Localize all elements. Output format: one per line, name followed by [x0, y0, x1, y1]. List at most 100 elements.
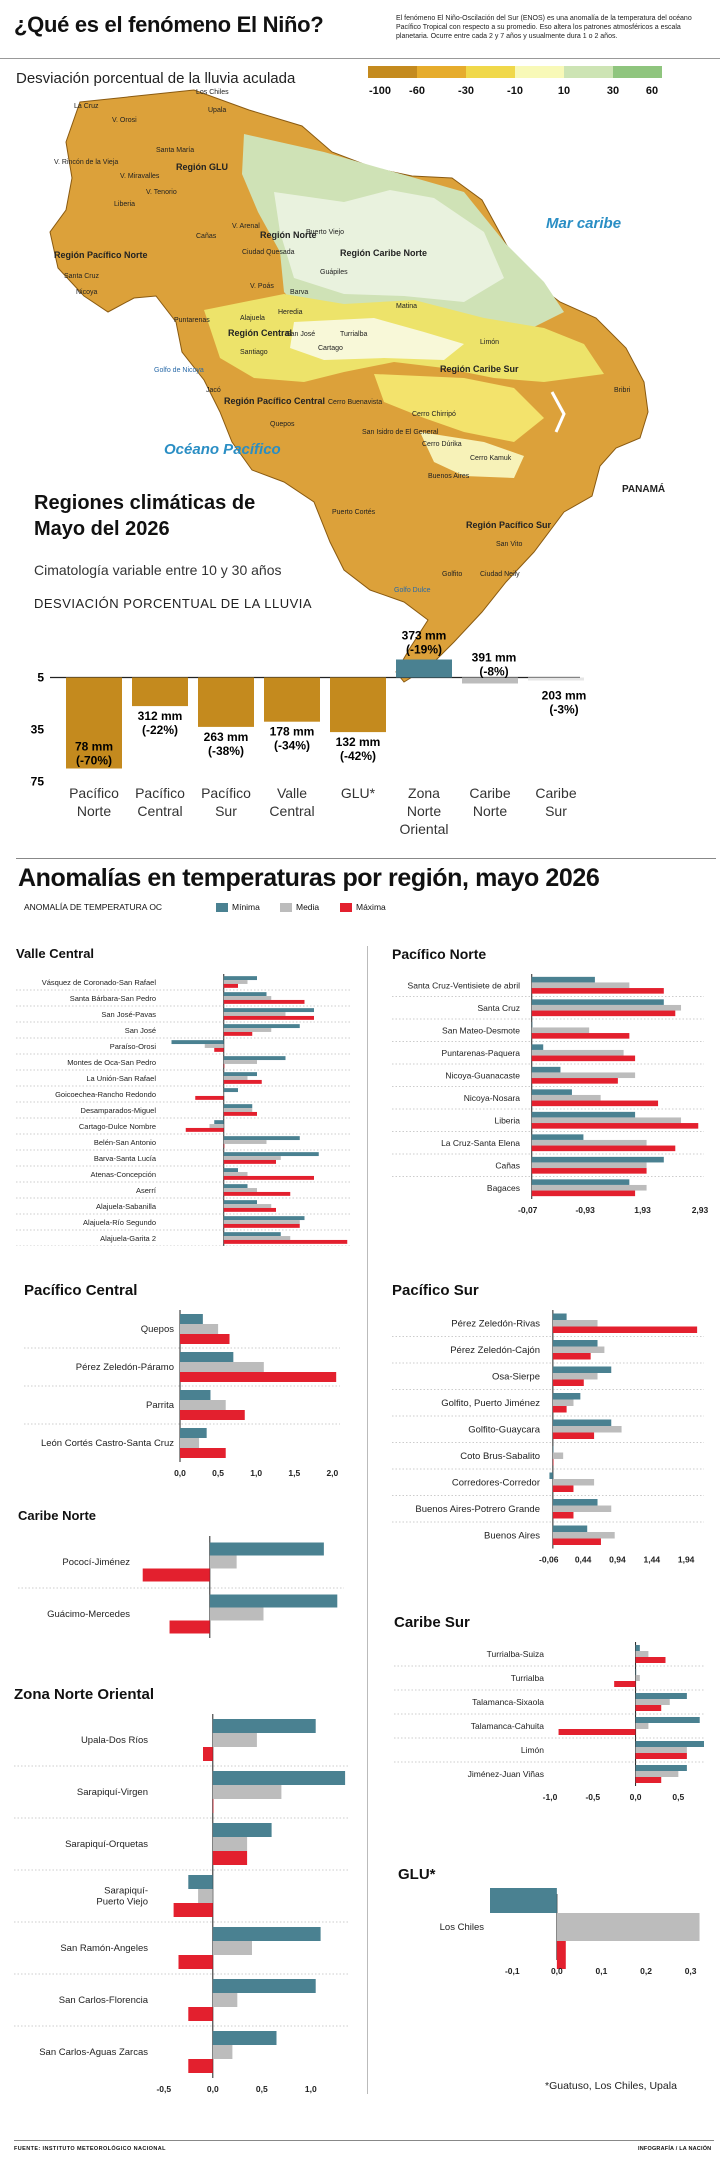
bar-max: [212, 1799, 214, 1813]
category-label: Pérez Zeledón-Cajón: [450, 1345, 540, 1356]
category-label: Corredores-Corredor: [452, 1477, 540, 1488]
bar-max: [531, 1190, 636, 1197]
place-label: Golfo de Nicoya: [154, 367, 204, 374]
bar-max: [552, 1432, 595, 1439]
bar-mean: [552, 1399, 574, 1406]
scale-swatch: [564, 66, 613, 78]
x-tick-label: 0,5: [672, 1792, 684, 1802]
bar-mean: [180, 1438, 200, 1448]
bar-max: [531, 1055, 636, 1062]
rain-value-mm: 312 mm: [138, 709, 183, 723]
place-label: Matina: [396, 303, 417, 310]
x-tick-label: 1,0: [305, 2084, 317, 2094]
scale-label: 60: [646, 85, 658, 97]
region-label: Región Pacífico Norte: [54, 250, 148, 260]
bar-min: [223, 992, 267, 997]
temp-panel-pacifico-norte: Pacífico Norte Santa Cruz-Ventisiete de a…: [392, 946, 708, 1226]
category-label: Turrialba: [511, 1673, 544, 1683]
bar-min: [223, 1168, 238, 1173]
place-label: V. Orosi: [112, 117, 137, 124]
rain-category: GLU*: [341, 785, 376, 801]
rain-category: Norte: [473, 803, 507, 819]
bar-max: [531, 1168, 647, 1174]
bar-min: [180, 1428, 207, 1438]
bar-mean: [212, 1837, 248, 1851]
category-label: Cañas: [495, 1160, 520, 1170]
category-label: Liberia: [494, 1115, 520, 1125]
scale-label: -100: [369, 85, 391, 97]
bar-min: [531, 1066, 561, 1073]
bar-min: [531, 1156, 664, 1163]
bar-mean: [531, 1094, 601, 1101]
region-label: Región Caribe Sur: [440, 364, 519, 374]
place-label: Bribri: [614, 387, 631, 394]
rain-section-title: Regiones climáticas de Mayo del 2026: [34, 490, 255, 542]
category-label: Buenos Aires: [484, 1530, 540, 1541]
bar-min: [212, 1771, 346, 1785]
bar-min: [552, 1366, 612, 1373]
bar-min: [212, 1823, 272, 1837]
bar-mean: [180, 1400, 226, 1410]
bar-mean: [212, 2045, 233, 2059]
x-tick-label: 0,5: [256, 2084, 268, 2094]
temp-axis-label: ANOMALÍA DE TEMPERATURA OC: [24, 902, 163, 912]
region-label: Región Pacífico Sur: [466, 520, 552, 530]
category-label: Cartago-Dulce Nombre: [79, 1122, 156, 1131]
category-label: San Carlos-Florencia: [59, 1995, 149, 2006]
category-label: San Carlos-Aguas Zarcas: [39, 2047, 148, 2058]
bar-min: [223, 1232, 281, 1237]
rain-bar: [66, 677, 122, 769]
scale-swatch: [466, 66, 515, 78]
rain-bar: [198, 677, 254, 727]
sea-label-caribbean: Mar caribe: [546, 215, 621, 232]
x-tick-label: 0,2: [640, 1966, 652, 1976]
bar-max: [614, 1681, 636, 1687]
rain-category: Pacífico: [69, 785, 119, 801]
place-label: Puerto Viejo: [306, 229, 344, 236]
page-title: ¿Qué es el fenómeno El Niño?: [14, 12, 324, 37]
bar-mean: [223, 1188, 257, 1192]
section-divider: [16, 858, 716, 859]
bar-max: [223, 1191, 291, 1196]
temp-chart-svg: Upala-Dos Ríos Sarapiquí-Virgen Sarapiquí-…: [14, 1714, 350, 2094]
bar-max: [223, 1223, 300, 1228]
rain-value-pct: (-42%): [340, 749, 376, 763]
bar-min: [552, 1525, 588, 1532]
bar-min: [212, 2031, 277, 2045]
bar-min: [212, 1719, 316, 1733]
rain-category: Sur: [545, 803, 567, 819]
x-tick-label: -0,1: [505, 1966, 520, 1976]
bar-mean: [223, 1236, 291, 1240]
bar-min: [531, 1179, 630, 1185]
bar-mean: [552, 1346, 605, 1353]
x-tick-label: 0,0: [207, 2084, 219, 2094]
bar-min: [223, 1136, 300, 1141]
infographic-credit: INFOGRAFÍA / LA NACIÓN: [638, 2146, 712, 2152]
temp-panel-caribe-norte: Caribe Norte Pococí-Jiménez Guácimo-Merced…: [18, 1508, 348, 1638]
bar-max: [195, 1095, 224, 1100]
rain-value-mm: 132 mm: [336, 735, 381, 749]
category-label: Aserrí: [136, 1186, 157, 1195]
place-label: San Vito: [496, 541, 522, 548]
temp-panel-title: Pacífico Norte: [392, 946, 487, 962]
temp-chart-svg: Santa Cruz-Ventisiete de abril Santa Cruz…: [392, 974, 708, 1215]
bar-max: [223, 1063, 225, 1068]
temp-panel-caribe-sur: Caribe Sur Turrialba-Suiza Turrialba Talama…: [394, 1614, 708, 1826]
bar-min: [531, 1089, 572, 1095]
category-label: Nicoya-Guanacaste: [445, 1070, 520, 1080]
temp-panel-title: Valle Central: [16, 946, 95, 961]
x-tick-label: 2,0: [326, 1468, 338, 1478]
place-label: San Isidro de El General: [362, 429, 439, 436]
rain-category: Zona: [408, 785, 440, 801]
bar-mean: [531, 1139, 647, 1146]
rain-title-line2: Mayo del 2026: [34, 518, 170, 540]
bar-mean: [635, 1723, 649, 1729]
bar-mean: [531, 1049, 624, 1056]
category-label: Alajuela-Garita 2: [100, 1234, 156, 1243]
bar-mean: [209, 1607, 264, 1621]
bar-mean: [223, 1172, 248, 1176]
rain-bar: [396, 659, 452, 678]
bar-max: [552, 1326, 698, 1333]
rain-ytick: 5: [37, 671, 44, 685]
x-tick-label: -0,93: [575, 1205, 595, 1215]
